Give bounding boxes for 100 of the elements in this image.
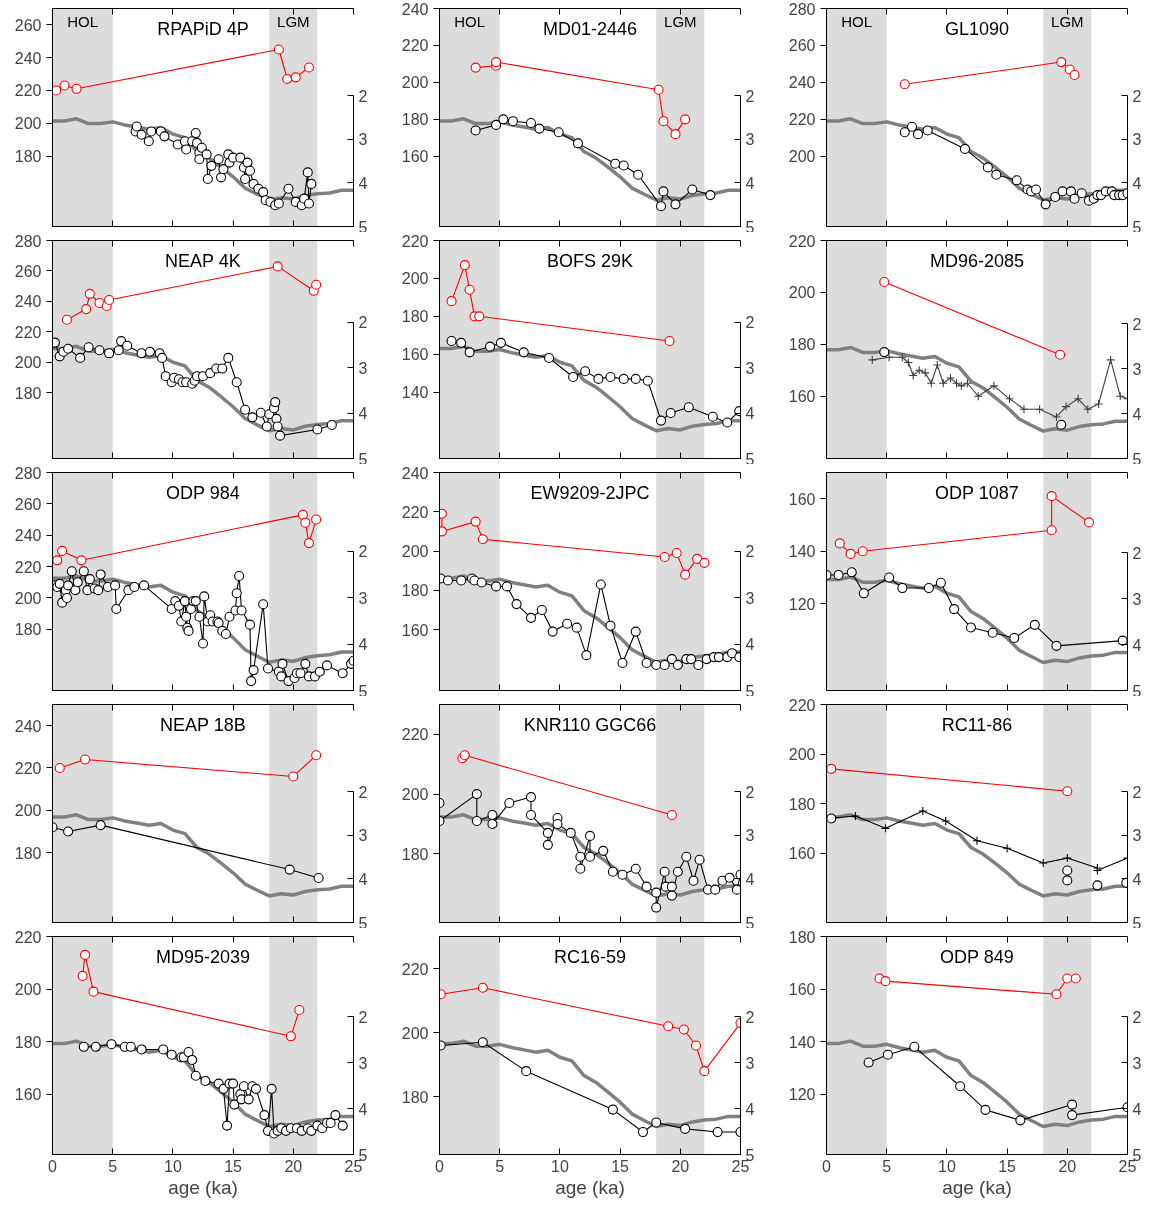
y2-tick-label: 3	[358, 827, 368, 845]
y2-tick-label: 2	[358, 783, 368, 801]
y-tick-label: 180	[401, 1088, 429, 1106]
y2-tick-label: 2	[745, 314, 755, 332]
text: GL1090	[944, 18, 1010, 39]
y-tick-label: 260	[14, 16, 42, 34]
y-tick-label: 180	[401, 308, 429, 326]
y-tick-label: 180	[788, 336, 816, 354]
y-tick-label: 220	[14, 760, 42, 777]
y-tick-label: 220	[14, 928, 42, 946]
band-label: LGM	[664, 12, 697, 30]
y2-tick-label: 4	[1132, 870, 1142, 888]
text: NEAP 18B	[159, 714, 246, 735]
text: RC16-59	[553, 946, 627, 967]
y-tick-label: 220	[788, 696, 816, 714]
band-label: LGM	[277, 12, 310, 30]
y2-tick-label: 5	[358, 914, 368, 932]
text: RPAPiD 4P	[157, 18, 249, 39]
x-tick-label: 10	[938, 1157, 956, 1175]
y2-tick-label: 2	[745, 543, 755, 561]
text: MD96-2085	[929, 250, 1025, 271]
y-tick-label: 240	[788, 74, 816, 92]
band-label: HOL	[841, 12, 873, 30]
y2-tick-label: 3	[745, 359, 755, 377]
y-tick-label: 180	[14, 148, 42, 166]
band-label: HOL	[67, 12, 99, 30]
y-tick-label: 180	[14, 1033, 42, 1051]
y2-tick-label: 3	[745, 1054, 755, 1072]
y2-tick-label: 5	[745, 218, 755, 236]
y2-tick-label: 4	[745, 1100, 755, 1118]
y-tick-label: 260	[14, 262, 42, 280]
x-tick-label: 0	[435, 1157, 445, 1175]
y-tick-label: 220	[401, 960, 429, 978]
y2-tick-label: 3	[358, 589, 368, 607]
y-tick-label: 180	[14, 844, 42, 862]
y-tick-label: 160	[788, 490, 816, 508]
y-tick-label: 240	[401, 0, 429, 18]
y-tick-label: 180	[788, 795, 816, 813]
y2-tick-label: 4	[745, 636, 755, 654]
x-tick-label: 5	[495, 1157, 505, 1175]
x-tick-label: 20	[284, 1157, 303, 1175]
y-tick-label: 280	[14, 232, 42, 250]
y-tick-label: 120	[788, 595, 816, 613]
y-tick-label: 140	[401, 384, 429, 402]
y-tick-label: 200	[788, 148, 816, 166]
y2-tick-label: 3	[1132, 131, 1142, 149]
y2-tick-label: 2	[1132, 544, 1142, 562]
y-tick-label: 220	[14, 558, 42, 576]
y2-tick-label: 2	[358, 314, 368, 332]
text: EW9209-2JPC	[530, 482, 650, 503]
y-tick-label: 180	[401, 582, 429, 600]
x-tick-label: 20	[1058, 1157, 1077, 1175]
y2-tick-label: 5	[745, 682, 755, 700]
y-tick-label: 240	[14, 527, 42, 545]
y2-tick-label: 5	[358, 450, 368, 468]
y-tick-label: 180	[401, 111, 429, 129]
x-tick-label: 15	[224, 1157, 243, 1175]
y-tick-label: 200	[14, 981, 42, 999]
y2-tick-label: 3	[1132, 590, 1142, 608]
y2-tick-label: 2	[1132, 315, 1142, 333]
y-tick-label: 160	[401, 148, 429, 166]
x-tick-label: 5	[108, 1157, 118, 1175]
y-tick-label: 200	[401, 74, 429, 92]
y2-tick-label: 4	[1132, 636, 1142, 654]
y-tick-label: 260	[788, 37, 816, 55]
y-tick-label: 220	[14, 323, 42, 341]
y-tick-label: 200	[14, 589, 42, 607]
text: NEAP 4K	[164, 250, 241, 271]
text: ODP 984	[165, 482, 240, 503]
y2-tick-label: 4	[358, 405, 368, 423]
text: ODP 849	[939, 946, 1014, 967]
x-tick-label: 15	[998, 1157, 1017, 1175]
y2-tick-label: 5	[745, 450, 755, 468]
y2-tick-label: 5	[358, 682, 368, 700]
y2-tick-label: 3	[1132, 1054, 1142, 1072]
y-tick-label: 200	[14, 802, 42, 820]
y2-tick-label: 2	[1132, 87, 1142, 105]
y-tick-label: 200	[401, 1024, 429, 1042]
y2-tick-label: 2	[745, 1008, 755, 1026]
x-tick-label: 15	[611, 1157, 630, 1175]
y2-tick-label: 2	[358, 87, 368, 105]
y-tick-label: 160	[788, 845, 816, 863]
y2-tick-label: 3	[1132, 360, 1142, 378]
x-tick-label: 0	[822, 1157, 832, 1175]
y-tick-label: 220	[788, 232, 816, 250]
y2-tick-label: 2	[745, 87, 755, 105]
y2-tick-label: 3	[1132, 827, 1142, 845]
y-tick-label: 180	[14, 621, 42, 639]
y2-tick-label: 4	[358, 174, 368, 192]
y2-tick-label: 5	[745, 914, 755, 932]
text: BOFS 29K	[546, 250, 634, 271]
y-tick-label: 220	[401, 726, 429, 744]
y-tick-label: 200	[788, 746, 816, 764]
y2-tick-label: 4	[745, 405, 755, 423]
y-tick-label: 240	[14, 717, 42, 735]
x-tick-label: 10	[164, 1157, 182, 1175]
y-tick-label: 120	[788, 1086, 816, 1104]
y-tick-label: 180	[14, 384, 42, 402]
y2-tick-label: 3	[745, 827, 755, 845]
band-label: HOL	[454, 12, 486, 30]
